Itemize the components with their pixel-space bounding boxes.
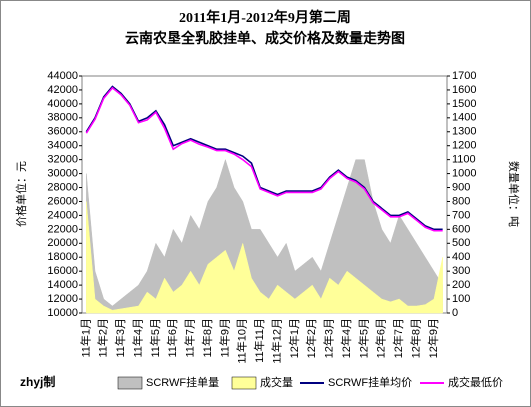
y-tick-label: 38000	[47, 112, 78, 124]
legend-swatch	[231, 376, 257, 390]
y2-tick-label: 1200	[452, 140, 476, 152]
chart-title: 2011年1月-2012年9月第二周	[179, 9, 351, 26]
y-tick-label: 18000	[47, 251, 78, 263]
y2-tick-label: 1600	[452, 84, 476, 96]
x-tick-label: 11年8月	[200, 318, 214, 358]
x-tick-label: 12年5月	[356, 318, 370, 358]
x-tick-label: 11年10月	[235, 318, 249, 364]
y2-tick-label: 900	[452, 181, 470, 193]
line-series	[85, 85, 443, 231]
y-tick-label: 20000	[47, 237, 78, 249]
y2-tick-label: 1400	[452, 112, 476, 124]
x-tick-label: 11年9月	[217, 318, 231, 358]
area-series	[86, 158, 443, 314]
y-tick-label: 14000	[47, 279, 78, 291]
y-tick-label: 32000	[47, 154, 78, 166]
y2-axis-label: 数量单位：吨	[507, 161, 521, 227]
y-tick-label: 22000	[47, 223, 78, 235]
y2-tick-label: 200	[452, 279, 470, 291]
legend-label: 成交量	[260, 375, 293, 389]
chart-subtitle: 云南农垦全乳胶挂单、成交价格及数量走势图	[125, 30, 405, 47]
x-tick-label: 11年3月	[113, 318, 127, 358]
line-series	[85, 86, 443, 232]
y2-tick-label: 1000	[452, 167, 476, 179]
y-tick-label: 24000	[47, 209, 78, 221]
y-tick-label: 12000	[47, 293, 78, 305]
y-axis-label: 价格单位：元	[14, 161, 28, 227]
y-tick-label: 44000	[47, 70, 78, 82]
x-tick-label: 11年7月	[183, 318, 197, 358]
y-tick-label: 16000	[47, 265, 78, 277]
y-tick-label: 30000	[47, 167, 78, 179]
y2-tick-label: 500	[452, 237, 470, 249]
x-tick-label: 12年8月	[408, 318, 422, 358]
area-series	[86, 201, 443, 314]
y2-tick-label: 300	[452, 265, 470, 277]
y2-tick-label: 400	[452, 251, 470, 263]
legend-swatch	[117, 376, 143, 390]
x-tick-label: 11年2月	[96, 318, 110, 358]
legend-label: SCRWF挂单量	[146, 375, 219, 389]
x-tick-label: 12年4月	[339, 318, 353, 358]
y2-tick-label: 0	[452, 307, 458, 319]
x-tick-label: 11年12月	[269, 318, 283, 364]
x-tick-label: 12年1月	[287, 318, 301, 358]
credit: zhyj制	[20, 374, 55, 389]
y-tick-label: 26000	[47, 195, 78, 207]
legend-label: SCRWF挂单均价	[328, 375, 412, 389]
x-tick-label: 12年2月	[304, 318, 318, 358]
y-tick-label: 36000	[47, 126, 78, 138]
x-tick-label: 12年3月	[322, 318, 336, 358]
y2-tick-label: 1700	[452, 70, 476, 82]
y2-tick-label: 100	[452, 293, 470, 305]
x-tick-label: 11年5月	[148, 318, 162, 358]
y-tick-label: 10000	[47, 307, 78, 319]
x-tick-label: 12年7月	[391, 318, 405, 358]
x-tick-label: 11年6月	[165, 318, 179, 358]
y2-tick-label: 700	[452, 209, 470, 221]
x-tick-label: 11年4月	[130, 318, 144, 358]
y-tick-label: 34000	[47, 140, 78, 152]
y-tick-label: 28000	[47, 181, 78, 193]
y2-tick-label: 800	[452, 195, 470, 207]
legend-label: 成交最低价	[448, 375, 503, 389]
x-tick-label: 11年11月	[252, 318, 266, 363]
x-tick-label: 11年1月	[78, 318, 92, 358]
y2-tick-label: 1100	[452, 154, 476, 166]
y-tick-label: 40000	[47, 98, 78, 110]
y2-tick-label: 600	[452, 223, 470, 235]
x-tick-label: 12年6月	[374, 318, 388, 358]
y2-tick-label: 1500	[452, 98, 476, 110]
y2-tick-label: 1300	[452, 126, 476, 138]
x-tick-label: 12年9月	[426, 318, 440, 358]
y-tick-label: 42000	[47, 84, 78, 96]
